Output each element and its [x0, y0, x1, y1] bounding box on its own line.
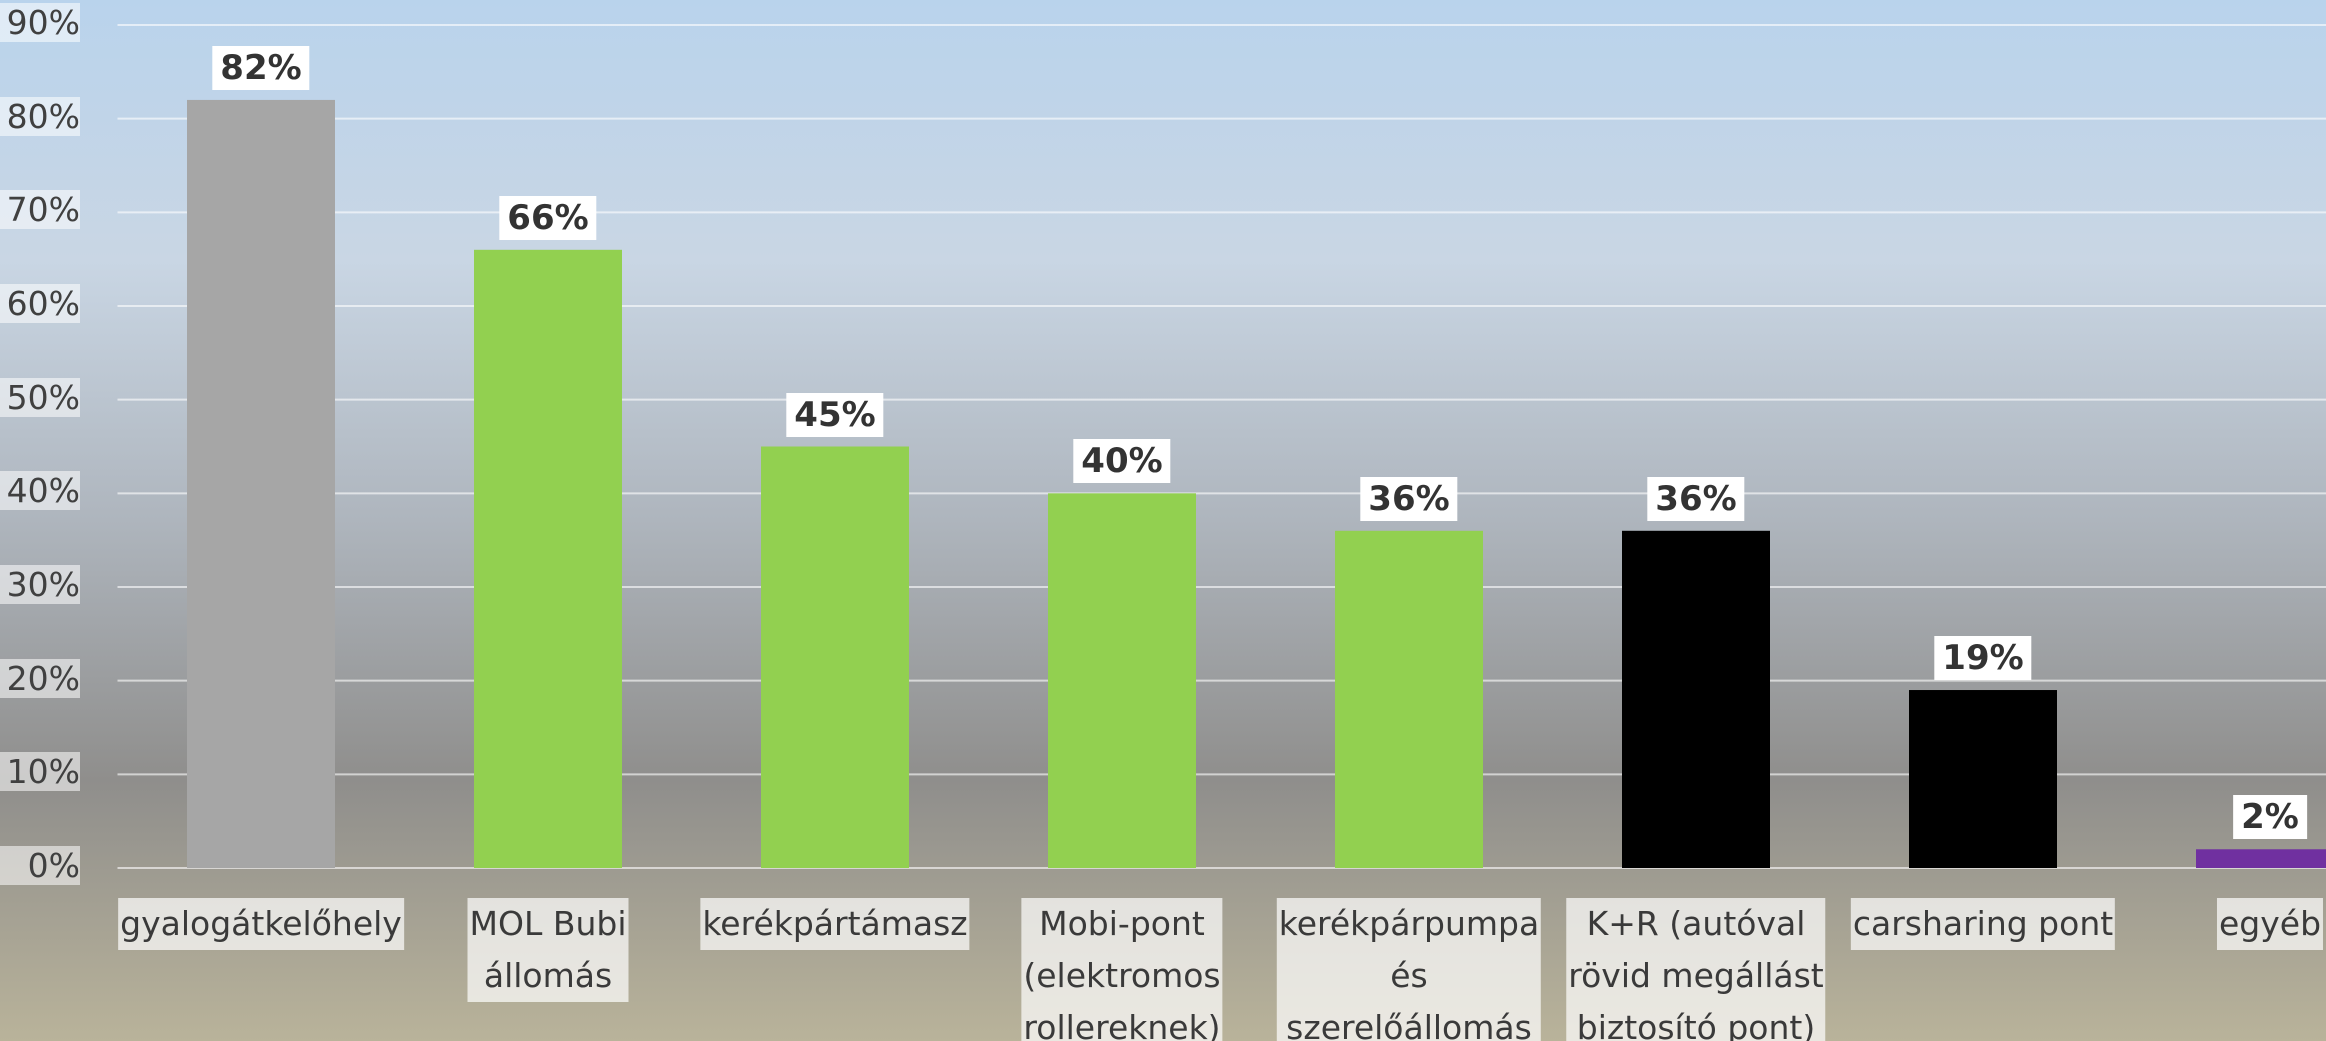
- y-tick-label: 20%: [0, 658, 80, 698]
- x-tick-label: carsharing pont: [1850, 898, 2116, 950]
- y-tick-label: 40%: [0, 471, 80, 511]
- x-tick-label: egyéb: [2216, 898, 2324, 950]
- bar: [1909, 690, 2057, 868]
- y-tick-label: 90%: [0, 3, 80, 42]
- x-tick-label: gyalogátkelőhely: [118, 898, 404, 950]
- y-tick-label: 0%: [0, 846, 80, 885]
- y-tick-label: 60%: [0, 284, 80, 323]
- y-tick-label: 10%: [0, 752, 80, 792]
- bar: [474, 249, 622, 869]
- data-label: 82%: [212, 45, 310, 90]
- y-tick-label: 80%: [0, 96, 80, 136]
- data-label: 19%: [1934, 636, 2032, 681]
- bar: [761, 446, 909, 868]
- bar: [1048, 493, 1196, 868]
- x-tick-label: K+R (autóval rövid megállást biztosító p…: [1566, 898, 1826, 1041]
- data-label: 66%: [499, 195, 597, 240]
- data-label: 45%: [786, 392, 884, 437]
- x-tick-label: MOL Bubi állomás: [467, 898, 629, 1002]
- x-tick-label: kerékpártámasz: [700, 898, 970, 950]
- y-tick-label: 70%: [0, 190, 80, 230]
- bar: [1622, 530, 1770, 868]
- data-label: 36%: [1360, 476, 1458, 521]
- bar: [1335, 530, 1483, 868]
- bar: [187, 99, 335, 868]
- x-tick-label: Mobi-pont (elektromos rollereknek): [1021, 898, 1223, 1041]
- data-label: 2%: [2233, 795, 2307, 840]
- y-tick-label: 50%: [0, 377, 80, 417]
- data-label: 36%: [1647, 476, 1745, 521]
- x-tick-label: kerékpárpumpa és szerelőállomás: [1276, 898, 1542, 1041]
- data-label: 40%: [1073, 439, 1171, 484]
- y-tick-label: 30%: [0, 565, 80, 604]
- bar: [2196, 849, 2326, 868]
